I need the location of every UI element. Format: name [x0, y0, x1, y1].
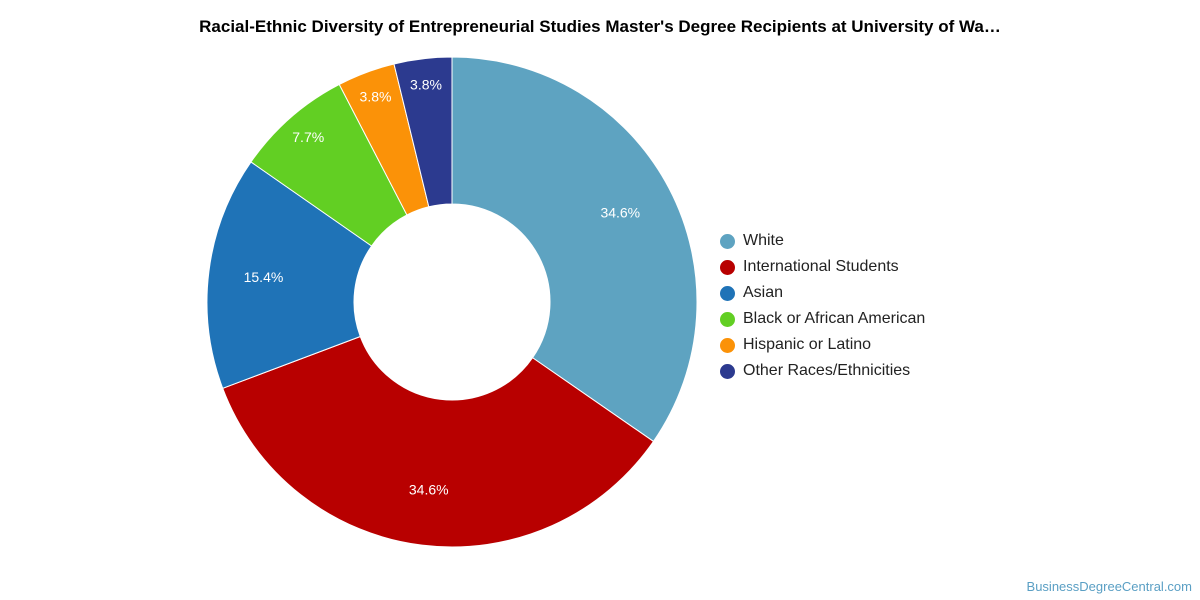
slice-label: 3.8%: [410, 76, 442, 92]
legend-label: White: [743, 232, 784, 249]
slice-other-races-ethnicities[interactable]: [393, 56, 453, 208]
slice-asian[interactable]: [206, 161, 373, 389]
chart-legend: White International Students Asian Black or…: [720, 228, 925, 384]
slice-label: 15.4%: [244, 269, 284, 285]
legend-item[interactable]: White: [720, 228, 925, 254]
chart-title: Racial-Ethnic Diversity of Entrepreneuri…: [199, 17, 1001, 36]
legend-item[interactable]: Black or African American: [720, 306, 925, 332]
legend-swatch: [720, 311, 735, 327]
legend-item[interactable]: International Students: [720, 254, 925, 280]
watermark[interactable]: BusinessDegreeCentral.com: [1026, 579, 1192, 594]
legend-swatch: [720, 233, 735, 249]
legend-label: Asian: [743, 284, 784, 301]
slice-label: 7.7%: [292, 129, 324, 145]
legend-swatch: [720, 363, 735, 379]
legend-swatch: [720, 259, 735, 275]
slice-white[interactable]: [451, 56, 698, 443]
legend-item[interactable]: Other Races/Ethnicities: [720, 358, 925, 384]
legend-label: International Students: [743, 258, 899, 275]
legend-swatch: [720, 285, 735, 301]
legend-item[interactable]: Asian: [720, 280, 925, 306]
slice-label: 34.6%: [600, 205, 640, 221]
legend-swatch: [720, 337, 735, 353]
legend-label: Other Races/Ethnicities: [743, 362, 911, 379]
legend-label: Hispanic or Latino: [743, 336, 872, 353]
slice-label: 34.6%: [409, 481, 449, 497]
legend-item[interactable]: Hispanic or Latino: [720, 332, 925, 358]
slice-label: 3.8%: [360, 89, 392, 105]
legend-label: Black or African American: [743, 310, 926, 327]
slice-international-students[interactable]: [222, 335, 655, 548]
